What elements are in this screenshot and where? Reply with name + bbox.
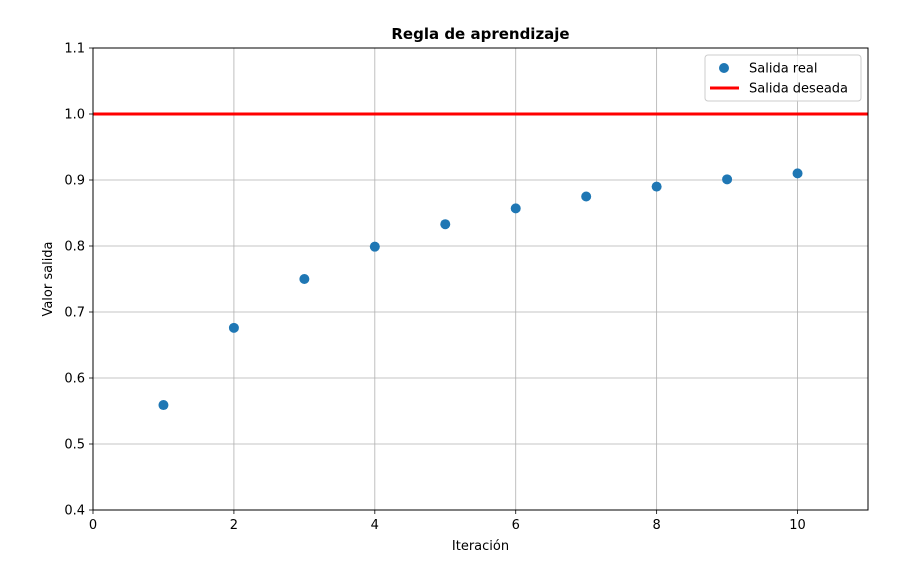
salida-real-point <box>440 219 451 230</box>
salida-real-point <box>158 400 169 411</box>
x-tick-label: 10 <box>789 518 806 533</box>
x-tick-label: 6 <box>512 518 520 533</box>
legend-label-salida-real: Salida real <box>749 62 817 77</box>
x-tick-label: 8 <box>652 518 660 533</box>
legend-marker-salida-real <box>719 63 729 73</box>
plot-frame <box>92 47 869 511</box>
y-tick-label: 0.6 <box>64 372 85 387</box>
data-layer <box>93 112 868 411</box>
salida-real-point <box>510 203 521 214</box>
legend-label-salida-deseada: Salida deseada <box>749 82 848 97</box>
y-tick-label: 0.5 <box>64 438 85 453</box>
salida-real-point <box>299 274 310 284</box>
y-tick-label: 1.1 <box>64 42 85 57</box>
x-axis-label: Iteración <box>452 539 509 554</box>
salida-real-point <box>722 174 733 185</box>
salida-real-point <box>792 168 803 179</box>
salida-real-point <box>651 181 662 192</box>
x-tick-label: 2 <box>230 518 238 533</box>
ticks: 0 2 4 6 8 10 0.4 0.5 0.6 0.7 0.8 0.9 1.0 1.1 <box>64 42 806 534</box>
y-tick-label: 0.9 <box>64 174 85 189</box>
salida-real-point <box>228 322 239 333</box>
y-tick-label: 1.0 <box>64 108 85 123</box>
legend-box <box>704 54 862 102</box>
y-axis-label: Valor salida <box>41 241 56 316</box>
y-tick-label: 0.8 <box>64 240 85 255</box>
y-tick-label: 0.7 <box>64 306 85 321</box>
x-tick-label: 0 <box>89 518 97 533</box>
salida-real-point <box>581 191 592 202</box>
legend: Salida real Salida deseada <box>704 54 862 102</box>
salida-real-point <box>369 241 380 252</box>
y-tick-label: 0.4 <box>64 504 85 519</box>
x-tick-label: 4 <box>371 518 379 533</box>
chart-title: Regla de aprendizaje <box>391 25 569 43</box>
